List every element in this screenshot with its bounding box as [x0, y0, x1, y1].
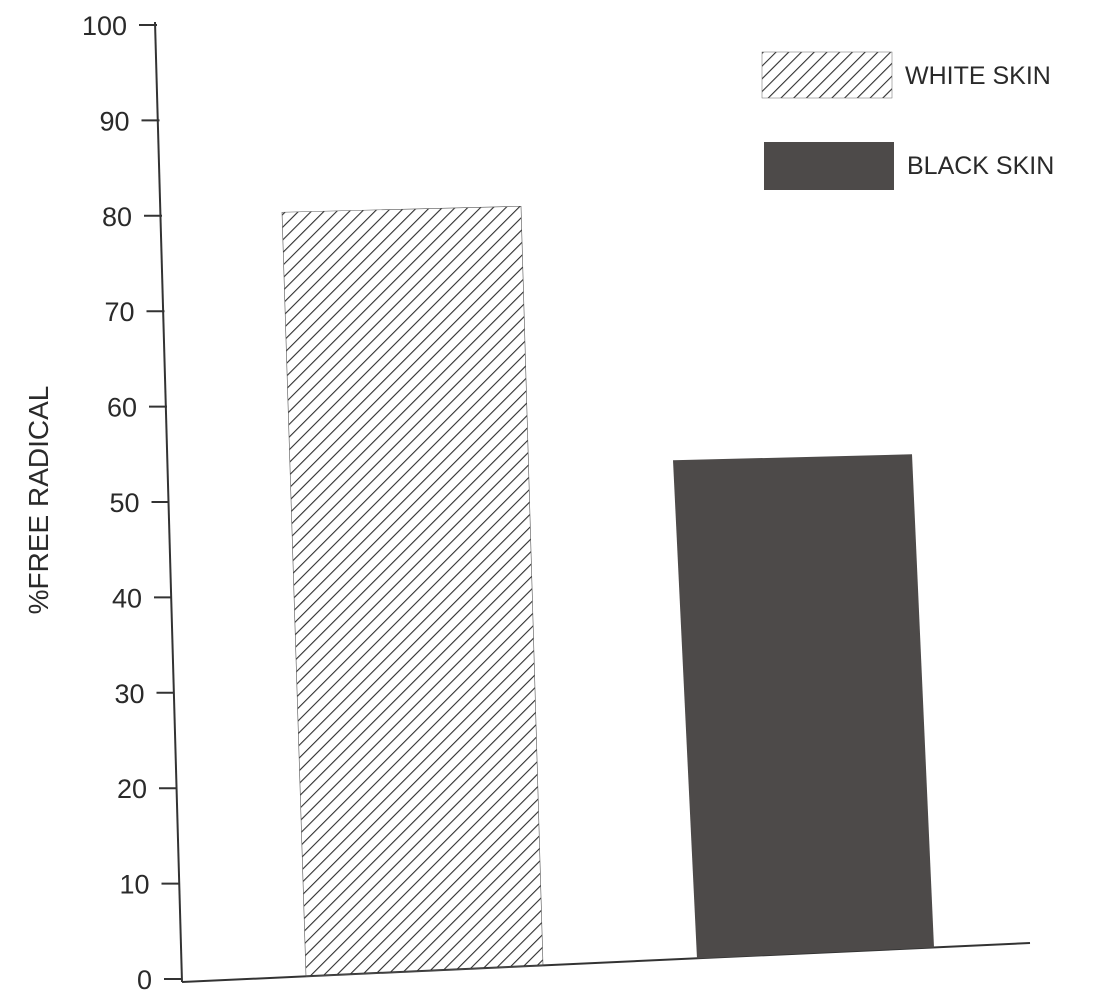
y-tick-label: 30 — [114, 679, 144, 709]
y-tick-label: 20 — [117, 774, 147, 804]
y-tick-label: 10 — [119, 870, 149, 900]
y-tick-label: 60 — [107, 393, 137, 423]
legend-label-black-skin: BLACK SKIN — [907, 152, 1054, 180]
legend-swatch-black-skin — [764, 142, 894, 190]
y-tick-label: 70 — [104, 297, 134, 327]
legend: WHITE SKIN BLACK SKIN — [761, 51, 1054, 190]
y-tick-label: 40 — [112, 583, 142, 613]
y-tick-label: 0 — [137, 965, 152, 993]
y-tick-label: 100 — [82, 11, 127, 41]
bar-white-skin — [281, 205, 544, 977]
y-tick-label: 50 — [109, 488, 139, 518]
y-tick-label: 80 — [102, 202, 132, 232]
y-axis-ticks: 0 10 20 30 40 50 60 70 80 90 100 — [82, 11, 182, 995]
bar-black-skin — [673, 454, 934, 959]
y-axis-title: %FREE RADICAL — [23, 386, 54, 615]
bars — [281, 205, 934, 977]
y-tick-label: 90 — [99, 106, 129, 136]
legend-label-white-skin: WHITE SKIN — [905, 62, 1051, 90]
legend-swatch-white-skin — [761, 51, 893, 99]
